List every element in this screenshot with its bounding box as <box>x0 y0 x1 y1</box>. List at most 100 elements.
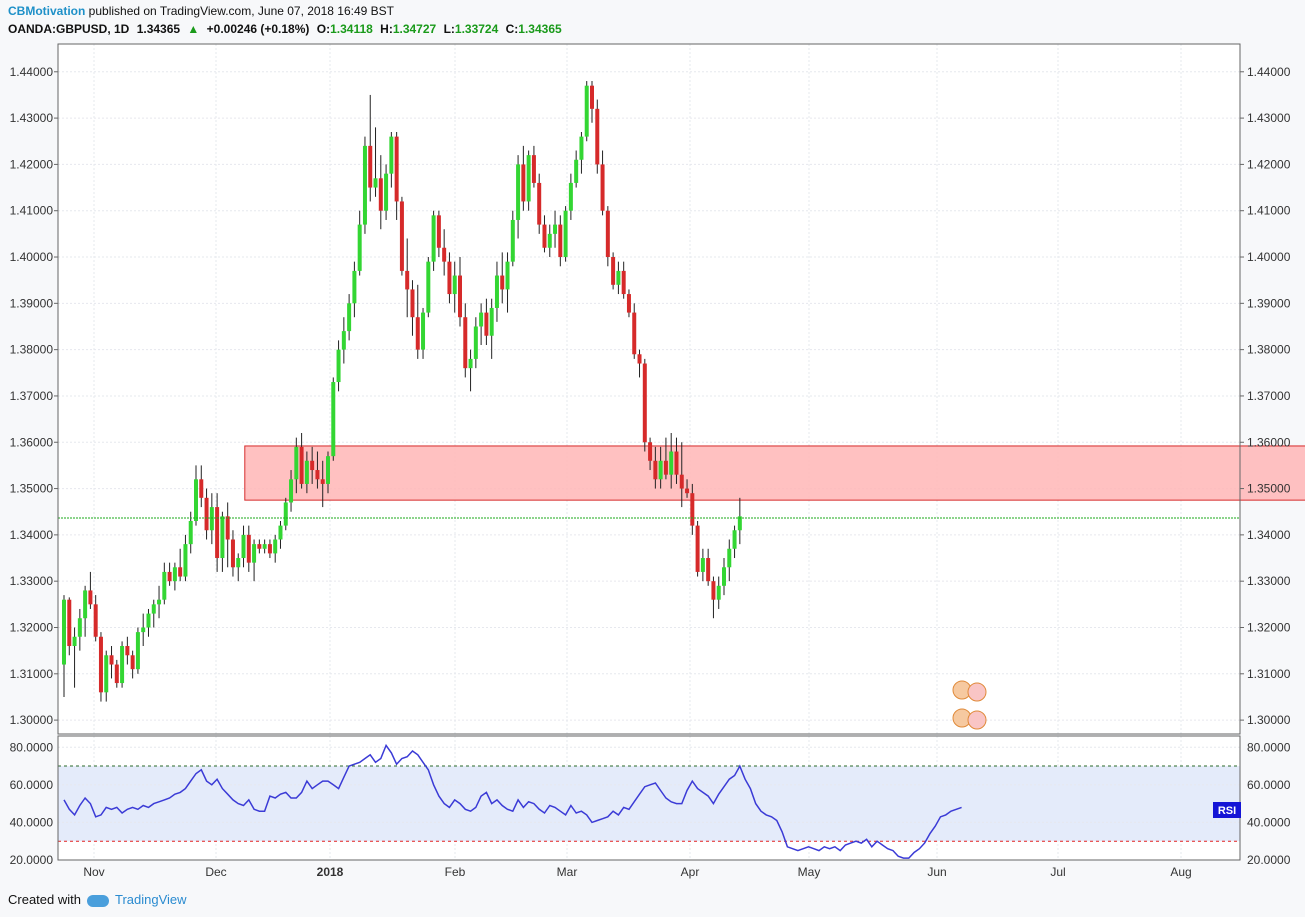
candle-body[interactable] <box>489 307 494 336</box>
uk-flag-event-icon[interactable] <box>967 682 987 702</box>
candle-body[interactable] <box>590 85 594 109</box>
candle-body[interactable] <box>516 164 521 220</box>
candle-body[interactable] <box>563 210 568 258</box>
candle-body[interactable] <box>320 479 325 484</box>
candle-body[interactable] <box>257 544 262 549</box>
candle-body[interactable] <box>362 145 367 225</box>
candle-body[interactable] <box>326 456 330 484</box>
candle-body[interactable] <box>679 474 684 489</box>
candle-body[interactable] <box>722 567 726 586</box>
candle-body[interactable] <box>479 312 484 327</box>
candle-body[interactable] <box>299 446 304 484</box>
candle-body[interactable] <box>310 460 315 471</box>
candle-body[interactable] <box>135 632 140 670</box>
candle-body[interactable] <box>241 534 246 559</box>
candle-body[interactable] <box>167 571 172 582</box>
candle-body[interactable] <box>304 460 309 484</box>
resistance-zone[interactable] <box>244 445 1305 501</box>
candle-body[interactable] <box>426 261 431 313</box>
candle-body[interactable] <box>125 646 130 656</box>
candle-body[interactable] <box>669 451 674 475</box>
candle-body[interactable] <box>605 210 610 258</box>
candle-body[interactable] <box>273 539 278 554</box>
candle-body[interactable] <box>574 159 579 183</box>
candle-body[interactable] <box>194 479 198 521</box>
candle-body[interactable] <box>146 613 151 628</box>
candle-body[interactable] <box>458 275 462 318</box>
candle-body[interactable] <box>410 289 415 318</box>
candle-body[interactable] <box>690 493 695 526</box>
candle-body[interactable] <box>141 627 146 633</box>
candle-body[interactable] <box>547 233 552 248</box>
candle-body[interactable] <box>225 516 230 540</box>
candle-body[interactable] <box>621 270 626 295</box>
candle-body[interactable] <box>510 219 515 262</box>
candle-body[interactable] <box>732 530 737 549</box>
candle-body[interactable] <box>415 317 420 350</box>
candle-body[interactable] <box>368 145 373 188</box>
candle-body[interactable] <box>389 136 394 174</box>
candle-body[interactable] <box>178 567 183 577</box>
candle-body[interactable] <box>72 636 77 647</box>
candle-body[interactable] <box>209 507 214 531</box>
candle-body[interactable] <box>632 312 637 355</box>
candle-body[interactable] <box>526 155 531 202</box>
candle-body[interactable] <box>542 224 547 248</box>
candle-body[interactable] <box>246 534 251 563</box>
rsi-badge[interactable]: RSI <box>1213 802 1241 818</box>
candle-body[interactable] <box>130 655 135 670</box>
candle-body[interactable] <box>399 201 404 271</box>
candle-body[interactable] <box>706 558 711 582</box>
candle-body[interactable] <box>162 571 167 600</box>
candle-body[interactable] <box>584 85 589 137</box>
candle-body[interactable] <box>151 604 156 614</box>
candle-body[interactable] <box>463 317 468 369</box>
candle-body[interactable] <box>685 488 690 494</box>
candle-body[interactable] <box>663 460 668 475</box>
candle-body[interactable] <box>215 507 220 559</box>
candle-body[interactable] <box>452 275 457 295</box>
candle-body[interactable] <box>600 164 605 211</box>
candle-body[interactable] <box>172 567 177 582</box>
candle-body[interactable] <box>431 215 436 262</box>
candle-body[interactable] <box>104 655 109 693</box>
candle-body[interactable] <box>616 270 621 285</box>
candle-body[interactable] <box>93 604 98 637</box>
candle-body[interactable] <box>700 558 705 572</box>
candle-body[interactable] <box>347 303 352 332</box>
candle-body[interactable] <box>88 590 93 605</box>
candle-body[interactable] <box>579 136 584 160</box>
candle-body[interactable] <box>442 247 447 262</box>
candle-body[interactable] <box>468 358 473 369</box>
candle-body[interactable] <box>642 363 647 443</box>
candle-body[interactable] <box>352 270 357 304</box>
candle-body[interactable] <box>653 460 658 480</box>
candle-body[interactable] <box>98 636 103 693</box>
candle-body[interactable] <box>505 261 510 290</box>
candle-body[interactable] <box>83 590 88 619</box>
candle-body[interactable] <box>315 470 320 480</box>
candle-body[interactable] <box>447 261 452 295</box>
candle-body[interactable] <box>658 460 663 480</box>
candle-body[interactable] <box>230 539 235 568</box>
candle-body[interactable] <box>120 646 125 684</box>
candle-body[interactable] <box>626 294 631 313</box>
candle-body[interactable] <box>267 544 272 554</box>
candle-body[interactable] <box>188 520 193 545</box>
candle-body[interactable] <box>637 354 642 364</box>
candle-body[interactable] <box>373 178 378 188</box>
candle-body[interactable] <box>648 442 653 461</box>
tradingview-link[interactable]: TradingView <box>114 892 187 907</box>
candle-body[interactable] <box>494 275 499 308</box>
candle-body[interactable] <box>595 108 600 165</box>
candle-body[interactable] <box>357 224 362 271</box>
candle-body[interactable] <box>341 331 346 350</box>
candle-body[interactable] <box>716 585 721 600</box>
candle-body[interactable] <box>236 558 241 568</box>
candle-body[interactable] <box>711 581 716 600</box>
candle-body[interactable] <box>331 382 336 457</box>
candle-body[interactable] <box>568 182 573 211</box>
candle-body[interactable] <box>67 599 72 647</box>
candle-body[interactable] <box>183 544 188 577</box>
candle-body[interactable] <box>421 312 426 350</box>
